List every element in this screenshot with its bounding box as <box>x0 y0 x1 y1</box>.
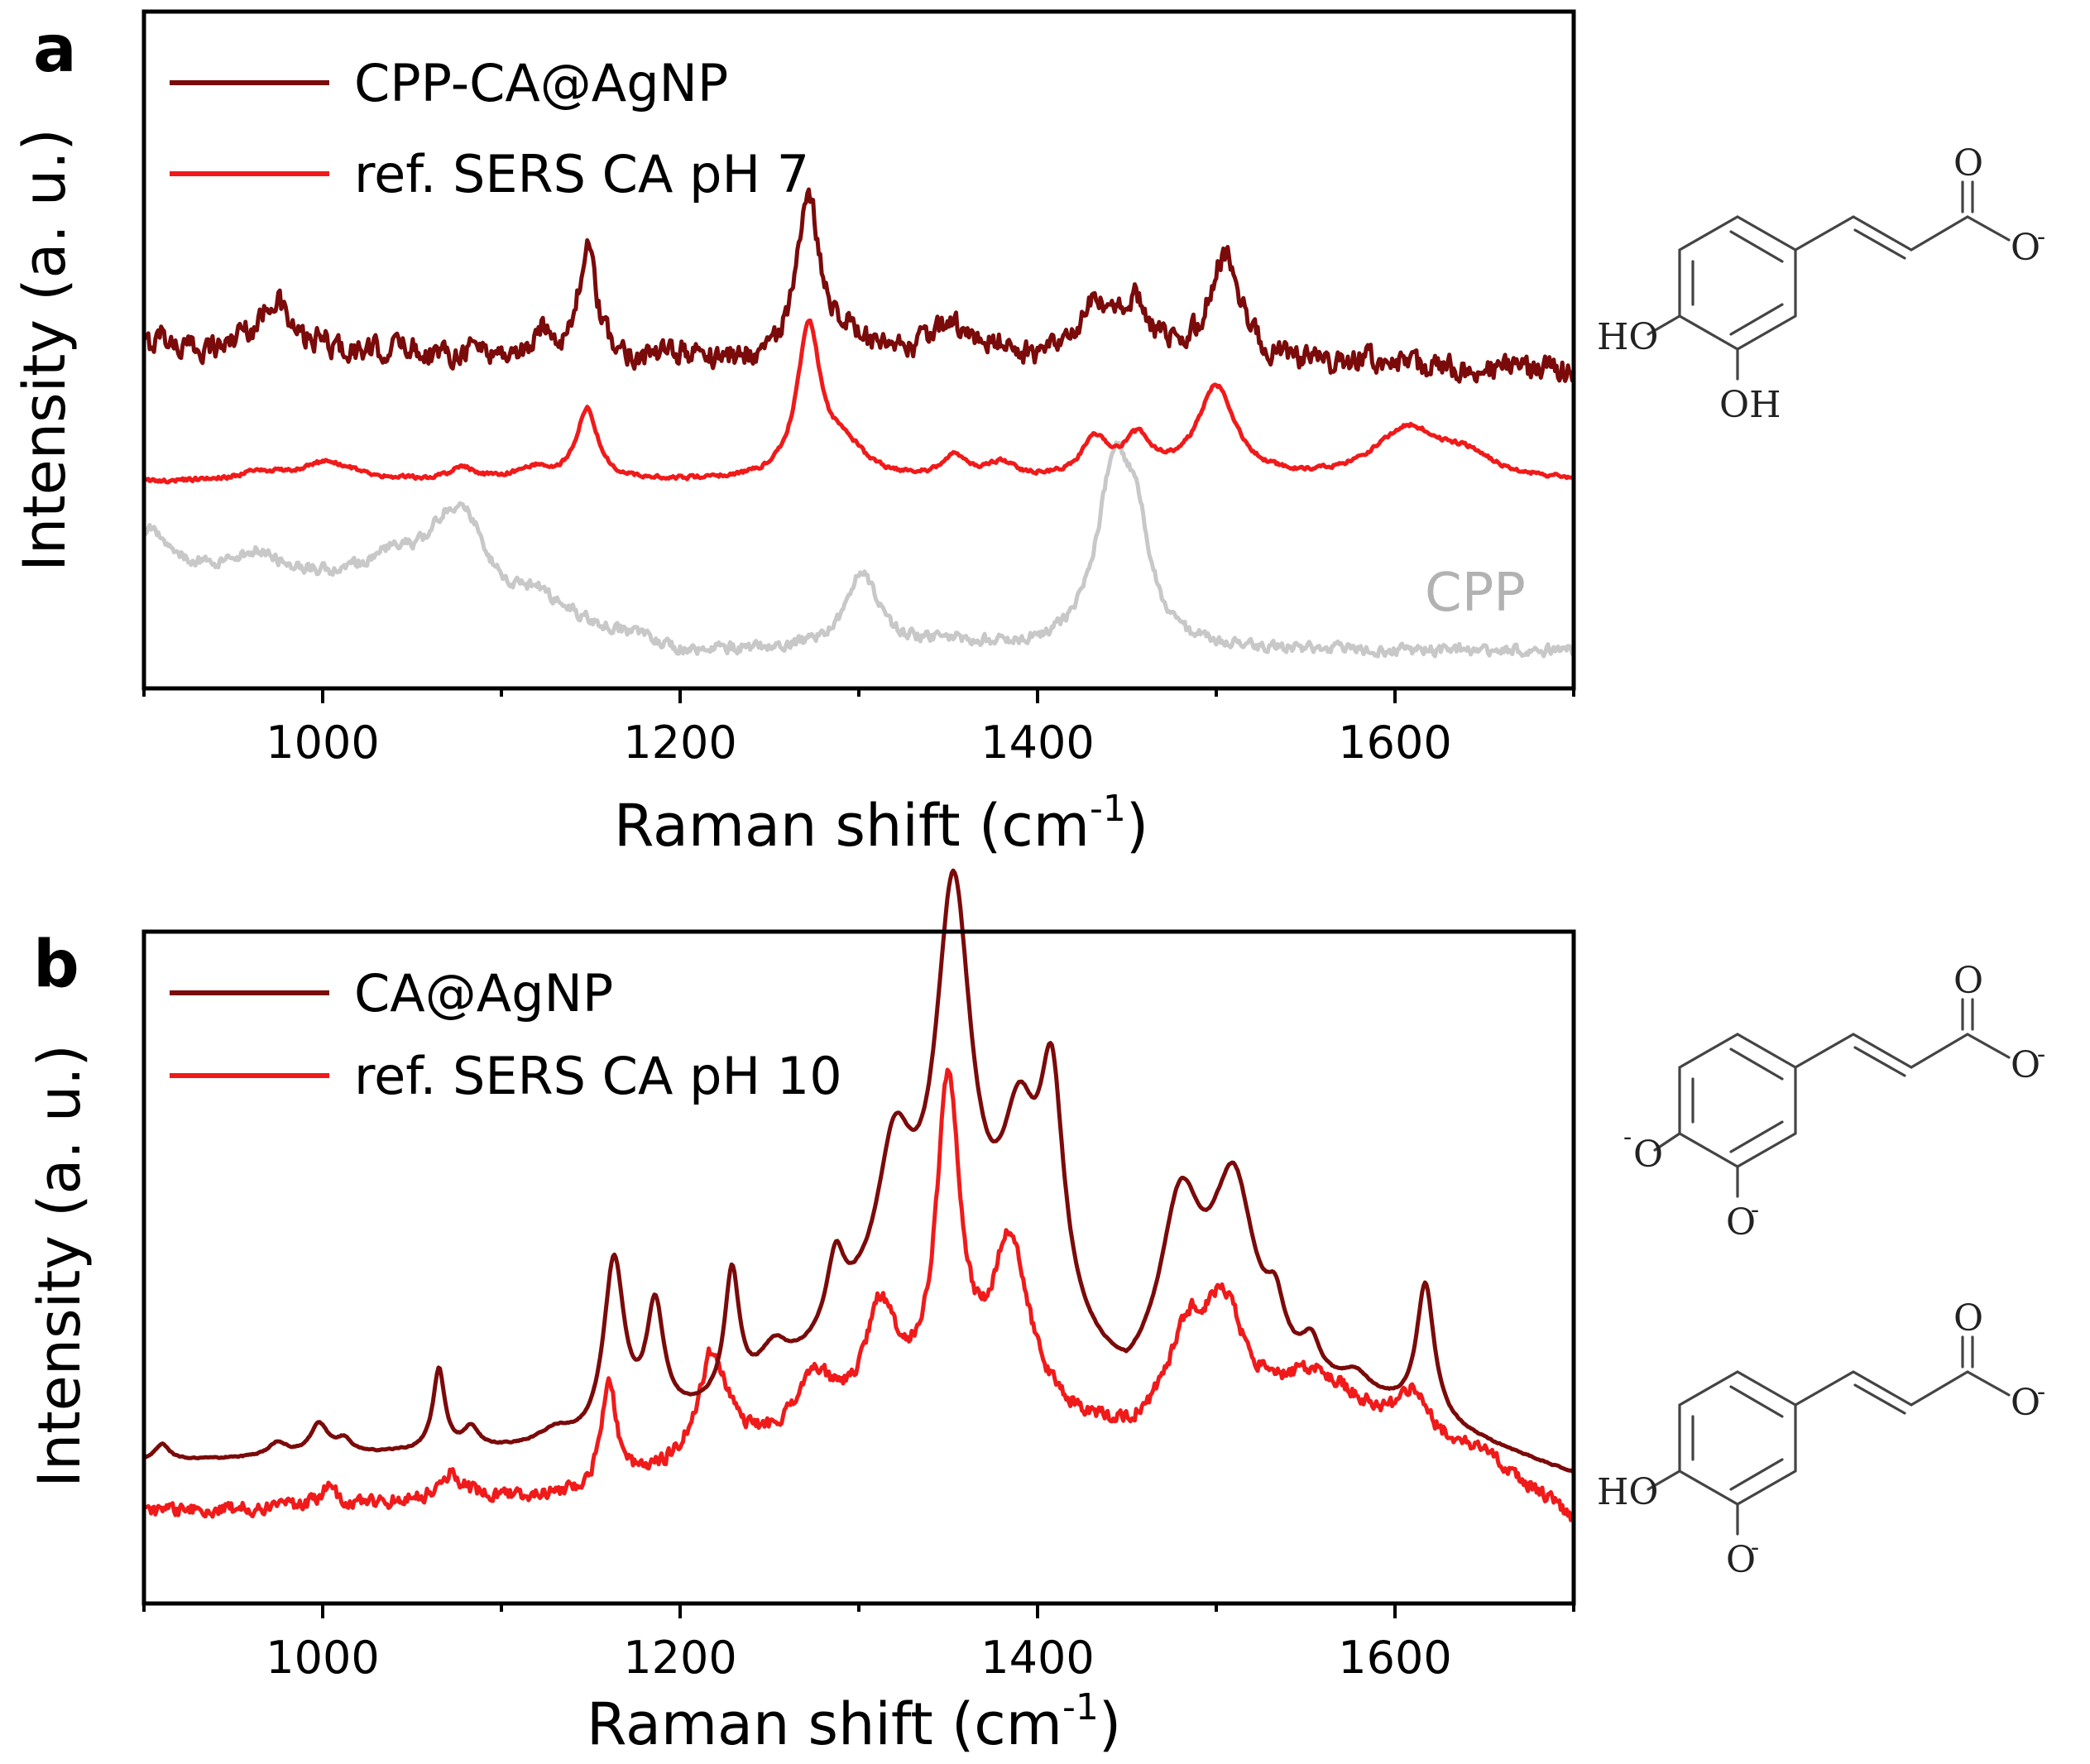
series-label-cpp: CPP <box>1425 563 1526 624</box>
panel-a-x-axis-title: Raman shift (cm-1) <box>614 788 1148 860</box>
legend-label-cpp-ca-agnp: CPP-CA@AgNP <box>354 53 728 113</box>
chem-structure-ca-monoanion: O O - HO OH <box>1597 142 2045 426</box>
chem-chain-bond <box>1794 215 1855 252</box>
legend-label-ref-sers-ph10: ref. SERS CA pH 10 <box>354 1046 842 1106</box>
series-line-ref-sers-ca-ph-10 <box>143 1067 1576 1522</box>
panel-b-x-axis-title: Raman shift (cm-1) <box>587 1686 1121 1758</box>
x-tick-label: 1000 <box>266 717 379 769</box>
chem-chain-bond <box>1852 1033 1913 1069</box>
chem-label: HO <box>1597 1471 1658 1513</box>
chem-ring-inner-bond <box>1729 303 1784 336</box>
legend-label-ca-agnp: CA@AgNP <box>354 963 613 1023</box>
panel-b-traces <box>143 868 1576 1522</box>
chem-chain-bond <box>1794 1033 1855 1069</box>
x-tick-label: 1600 <box>1338 717 1451 769</box>
chem-chain-double-bond <box>1853 1383 1906 1415</box>
panel-b-letter: b <box>33 928 79 1002</box>
chem-label: O <box>1953 142 1983 185</box>
chem-label: O <box>2011 227 2040 269</box>
series-line-cpp <box>143 440 1575 659</box>
chem-charge: - <box>2037 1040 2045 1069</box>
chem-ring-inner-bond <box>1729 1385 1784 1418</box>
chem-structure-ca-trianion: O O - - O O - <box>1623 960 2045 1244</box>
chem-label: HO <box>1597 316 1658 358</box>
chem-chain-bond <box>1910 1370 1969 1407</box>
chem-ring-inner-bond <box>1729 1120 1784 1153</box>
chem-oxide-bond <box>1653 1132 1681 1152</box>
chem-carboxylate-bond <box>1966 1370 2011 1397</box>
series-line-cpp-ca-agnp <box>141 187 1576 384</box>
chem-label: O <box>1953 1297 1983 1340</box>
chem-chain-bond <box>1910 215 1969 252</box>
chem-chain-double-bond <box>1853 228 1906 260</box>
chem-hydroxyl-bond <box>1647 1469 1681 1491</box>
chem-label: O <box>1633 1134 1663 1176</box>
chem-label: OH <box>1719 384 1781 426</box>
x-tick-label: 1600 <box>1338 1632 1451 1684</box>
chem-ring-inner-bond <box>1729 1458 1784 1491</box>
chem-chain-bond <box>1852 215 1913 252</box>
x-tick-label: 1000 <box>266 1632 379 1684</box>
panel-b-x-ticks: 1000 1200 1400 1600 <box>142 1603 1575 1684</box>
chem-chain-bond <box>1794 1370 1855 1407</box>
chem-chain-double-bond <box>1853 1046 1906 1077</box>
chem-chain-bond <box>1852 1370 1913 1407</box>
chem-carboxylate-bond <box>1966 215 2011 242</box>
x-tick-label: 1200 <box>623 717 736 769</box>
panel-b: b 1000 1200 1400 1600 CA@AgNP ref. SERS CA … <box>26 868 1576 1758</box>
panel-a-y-axis-title: Intensity (a. u.) <box>11 128 79 572</box>
panel-b-plot-frame <box>141 929 1576 1606</box>
legend-label-ref-sers-ph7: ref. SERS CA pH 7 <box>354 144 809 204</box>
panel-b-y-axis-title: Intensity (a. u.) <box>26 1044 93 1488</box>
chem-charge: - <box>1751 1196 1759 1225</box>
x-tick-label: 1200 <box>623 1632 736 1684</box>
chem-label: O <box>1726 1201 1756 1244</box>
chem-label: O <box>2011 1044 2040 1086</box>
chem-carboxylate-bond <box>1966 1033 2011 1059</box>
x-tick-label: 1400 <box>980 1632 1094 1684</box>
panel-a-traces <box>141 187 1576 659</box>
chem-hydroxyl-bond <box>1647 314 1681 336</box>
chem-charge: - <box>1751 1533 1759 1562</box>
chem-structure-ca-dianion: O O - HO O - <box>1597 1297 2045 1581</box>
panel-a-x-ticks: 1000 1200 1400 1600 <box>142 688 1575 769</box>
chem-chain-bond <box>1910 1033 1969 1069</box>
panel-a-letter: a <box>33 12 77 87</box>
panel-a: a 1000 1200 1400 1600 CPP-CA@AgNP ref. SERS… <box>11 9 1576 860</box>
chem-label: O <box>1953 960 1983 1002</box>
chem-ring-inner-bond <box>1729 1047 1784 1081</box>
chem-charge: - <box>2037 1378 2045 1407</box>
x-tick-label: 1400 <box>980 717 1094 769</box>
chem-label: O <box>1726 1539 1756 1581</box>
chem-charge: - <box>1623 1123 1632 1152</box>
chem-ring-inner-bond <box>1729 230 1784 263</box>
chem-label: O <box>2011 1382 2040 1424</box>
series-line-ca-agnp <box>143 868 1575 1474</box>
chem-charge: - <box>2037 223 2045 252</box>
series-line-ref-sers-ca-ph-7 <box>143 318 1575 485</box>
